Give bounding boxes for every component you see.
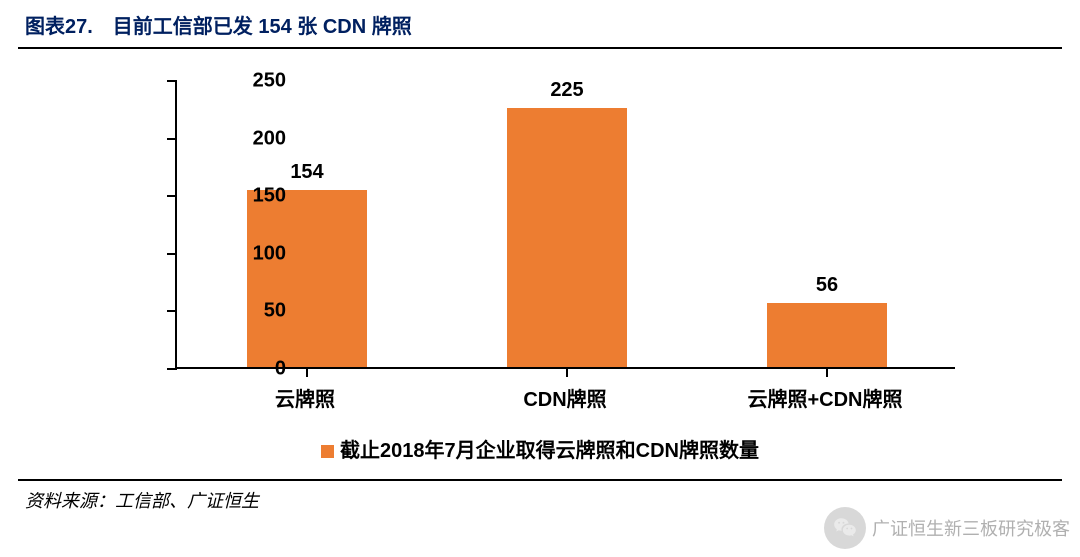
legend-label: 截止2018年7月企业取得云牌照和CDN牌照数量: [340, 440, 759, 462]
top-rule: [18, 47, 1062, 49]
x-tick: [566, 367, 568, 377]
x-tick: [306, 367, 308, 377]
y-tick: [167, 310, 177, 312]
plot-area: 154 225 56: [175, 81, 955, 369]
y-tick: [167, 253, 177, 255]
y-tick: [167, 80, 177, 82]
watermark: 广证恒生新三板研究极客: [824, 507, 1070, 549]
bar-value-label: 154: [290, 161, 323, 184]
y-tick-label: 250: [226, 70, 286, 93]
y-tick-label: 200: [226, 127, 286, 150]
y-tick-label: 0: [226, 358, 286, 381]
x-tick-label: 云牌照: [275, 383, 335, 412]
figure-title: 图表27. 目前工信部已发 154 张 CDN 牌照: [0, 0, 1080, 47]
bar-value-label: 56: [816, 274, 838, 297]
bar: [767, 303, 887, 368]
y-tick: [167, 138, 177, 140]
bar-value-label: 225: [550, 79, 583, 102]
bar: [507, 108, 627, 367]
x-tick-label: 云牌照+CDN牌照: [747, 383, 902, 412]
y-tick: [167, 368, 177, 370]
watermark-text: 广证恒生新三板研究极客: [872, 515, 1070, 541]
bar: [247, 190, 367, 367]
bar-chart: 154 225 56 截止2018年7月企业取得云牌照和CDN牌照数量 0 50 100…: [0, 69, 1080, 469]
x-tick-label: CDN牌照: [523, 383, 606, 412]
wechat-icon: [824, 507, 866, 549]
y-tick: [167, 195, 177, 197]
x-tick: [826, 367, 828, 377]
legend-swatch: [321, 445, 334, 458]
legend: 截止2018年7月企业取得云牌照和CDN牌照数量: [0, 434, 1080, 463]
y-tick-label: 150: [226, 185, 286, 208]
y-tick-label: 100: [226, 242, 286, 265]
y-tick-label: 50: [226, 300, 286, 323]
